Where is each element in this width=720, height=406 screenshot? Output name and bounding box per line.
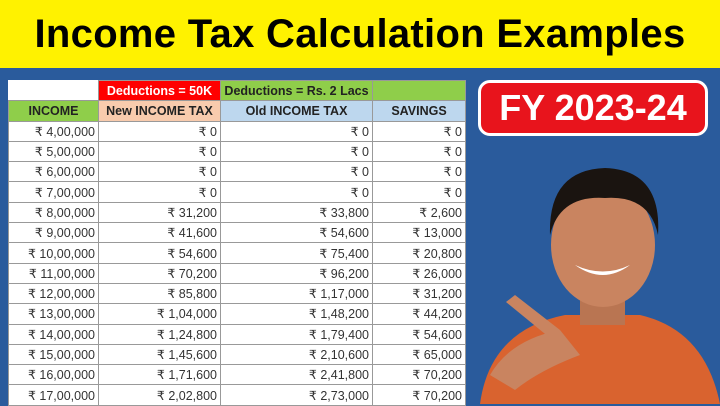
cell-income: ₹ 6,00,000 (8, 161, 99, 183)
cell-old-tax: ₹ 0 (220, 120, 373, 142)
table-row: ₹ 6,00,000 ₹ 0 ₹ 0 ₹ 0 (8, 161, 466, 183)
title: Income Tax Calculation Examples (34, 11, 686, 56)
table-row: ₹ 4,00,000 ₹ 0 ₹ 0 ₹ 0 (8, 120, 466, 142)
cell-old-tax: ₹ 96,200 (220, 262, 373, 284)
group-header-row: Deductions = 50K Deductions = Rs. 2 Lacs (8, 79, 466, 102)
group-header-old: Deductions = Rs. 2 Lacs (220, 79, 373, 102)
title-banner: Income Tax Calculation Examples (0, 0, 720, 68)
cell-old-tax: ₹ 0 (220, 140, 373, 163)
cell-income: ₹ 14,00,000 (8, 323, 99, 345)
cell-savings: ₹ 70,200 (372, 384, 466, 406)
cell-savings: ₹ 20,800 (372, 242, 466, 264)
table-row: ₹ 14,00,000 ₹ 1,24,800 ₹ 1,79,400 ₹ 54,600 (8, 323, 466, 345)
pointing-finger (506, 295, 560, 338)
cell-income: ₹ 17,00,000 (8, 384, 99, 406)
cell-savings: ₹ 44,200 (372, 303, 466, 325)
cell-income: ₹ 16,00,000 (8, 364, 99, 386)
cell-old-tax: ₹ 1,79,400 (220, 323, 373, 345)
cell-income: ₹ 13,00,000 (8, 303, 99, 325)
header-old-tax: Old INCOME TAX (220, 100, 373, 122)
cell-income: ₹ 8,00,000 (8, 201, 99, 224)
cell-income: ₹ 15,00,000 (8, 343, 99, 366)
cell-old-tax: ₹ 33,800 (220, 201, 373, 224)
table-row: ₹ 11,00,000 ₹ 70,200 ₹ 96,200 ₹ 26,000 (8, 262, 466, 284)
table-row: ₹ 16,00,000 ₹ 1,71,600 ₹ 2,41,800 ₹ 70,200 (8, 364, 466, 386)
group-header-empty (8, 79, 99, 102)
cell-new-tax: ₹ 85,800 (98, 282, 221, 305)
table-row: ₹ 5,00,000 ₹ 0 ₹ 0 ₹ 0 (8, 140, 466, 163)
cell-income: ₹ 7,00,000 (8, 181, 99, 203)
cell-new-tax: ₹ 1,04,000 (98, 303, 221, 325)
cell-new-tax: ₹ 54,600 (98, 242, 221, 264)
cell-new-tax: ₹ 31,200 (98, 201, 221, 224)
cell-new-tax: ₹ 1,71,600 (98, 364, 221, 386)
cell-new-tax: ₹ 0 (98, 120, 221, 142)
presenter-photo (480, 168, 720, 404)
cell-new-tax: ₹ 2,02,800 (98, 384, 221, 406)
cell-savings: ₹ 0 (372, 181, 466, 203)
cell-income: ₹ 9,00,000 (8, 222, 99, 244)
table-row: ₹ 10,00,000 ₹ 54,600 ₹ 75,400 ₹ 20,800 (8, 242, 466, 264)
table-row: ₹ 8,00,000 ₹ 31,200 ₹ 33,800 ₹ 2,600 (8, 201, 466, 224)
cell-savings: ₹ 13,000 (372, 222, 466, 244)
table-row: ₹ 17,00,000 ₹ 2,02,800 ₹ 2,73,000 ₹ 70,200 (8, 384, 466, 406)
cell-savings: ₹ 31,200 (372, 282, 466, 305)
cell-new-tax: ₹ 0 (98, 181, 221, 203)
cell-new-tax: ₹ 1,24,800 (98, 323, 221, 345)
cell-income: ₹ 11,00,000 (8, 262, 99, 284)
table-row: ₹ 9,00,000 ₹ 41,600 ₹ 54,600 ₹ 13,000 (8, 222, 466, 244)
table-row: ₹ 13,00,000 ₹ 1,04,000 ₹ 1,48,200 ₹ 44,200 (8, 303, 466, 325)
cell-savings: ₹ 2,600 (372, 201, 466, 224)
cell-old-tax: ₹ 1,17,000 (220, 282, 373, 305)
cell-savings: ₹ 0 (372, 140, 466, 163)
header-income: INCOME (8, 100, 99, 122)
cell-savings: ₹ 0 (372, 161, 466, 183)
cell-income: ₹ 4,00,000 (8, 120, 99, 142)
cell-old-tax: ₹ 2,10,600 (220, 343, 373, 366)
cell-savings: ₹ 70,200 (372, 364, 466, 386)
cell-old-tax: ₹ 2,73,000 (220, 384, 373, 406)
cell-new-tax: ₹ 0 (98, 161, 221, 183)
cell-savings: ₹ 65,000 (372, 343, 466, 366)
tax-table: Deductions = 50K Deductions = Rs. 2 Lacs… (8, 79, 466, 406)
cell-new-tax: ₹ 0 (98, 140, 221, 163)
cell-old-tax: ₹ 2,41,800 (220, 364, 373, 386)
cell-savings: ₹ 0 (372, 120, 466, 142)
cell-new-tax: ₹ 1,45,600 (98, 343, 221, 366)
fy-badge: FY 2023-24 (478, 80, 708, 136)
cell-savings: ₹ 54,600 (372, 323, 466, 345)
header-savings: SAVINGS (372, 100, 466, 122)
cell-old-tax: ₹ 0 (220, 181, 373, 203)
header-new-tax: New INCOME TAX (98, 100, 221, 122)
table-row: ₹ 12,00,000 ₹ 85,800 ₹ 1,17,000 ₹ 31,200 (8, 282, 466, 305)
cell-savings: ₹ 26,000 (372, 262, 466, 284)
cell-old-tax: ₹ 54,600 (220, 222, 373, 244)
cell-old-tax: ₹ 0 (220, 161, 373, 183)
cell-old-tax: ₹ 1,48,200 (220, 303, 373, 325)
cell-new-tax: ₹ 70,200 (98, 262, 221, 284)
cell-new-tax: ₹ 41,600 (98, 222, 221, 244)
hair (549, 168, 659, 235)
table-row: ₹ 15,00,000 ₹ 1,45,600 ₹ 2,10,600 ₹ 65,000 (8, 343, 466, 366)
group-header-new: Deductions = 50K (98, 79, 221, 102)
pointing-hand (490, 330, 580, 390)
table-row: ₹ 7,00,000 ₹ 0 ₹ 0 ₹ 0 (8, 181, 466, 203)
cell-income: ₹ 10,00,000 (8, 242, 99, 264)
cell-income: ₹ 12,00,000 (8, 282, 99, 305)
face (551, 183, 655, 307)
smile (575, 265, 630, 275)
cell-old-tax: ₹ 75,400 (220, 242, 373, 264)
group-header-savings (372, 79, 466, 102)
header-row: INCOME New INCOME TAX Old INCOME TAX SAV… (8, 100, 466, 122)
cell-income: ₹ 5,00,000 (8, 140, 99, 163)
